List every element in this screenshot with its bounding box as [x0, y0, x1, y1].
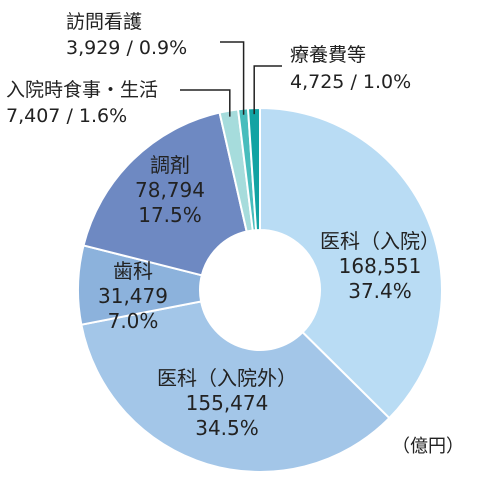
leader-line-shokuji — [180, 89, 231, 117]
label-iryo-gairai-percent: 34.5% — [195, 416, 259, 440]
label-shokuji-value: 7,407 — [6, 105, 60, 127]
label-shokuji-name: 入院時食事・生活 — [6, 79, 158, 101]
label-shokuji-sep: / — [60, 105, 78, 127]
slice-1 — [80, 300, 391, 473]
label-ryoyohi-sep: / — [344, 71, 362, 93]
label-ryoyohi-value: 4,725 — [290, 71, 344, 93]
leader-line-ryoyohi — [253, 65, 282, 115]
label-iryo-gairai-value: 155,474 — [186, 391, 269, 415]
label-shika-value: 31,479 — [98, 284, 168, 308]
label-homon-value-percent: 3,929 / 0.9% — [66, 37, 187, 59]
label-ryoyohi-name: 療養費等 — [290, 44, 366, 66]
label-shokuji-percent: 1.6% — [79, 105, 127, 127]
leader-line-homon — [220, 41, 245, 115]
label-chozai-percent: 17.5% — [138, 203, 202, 227]
label-shika-percent: 7.0% — [108, 309, 159, 333]
slice-3 — [82, 111, 248, 277]
label-iryo-nyuin-name: 医科（入院） — [320, 229, 440, 253]
slice-0 — [259, 106, 443, 420]
label-ryoyohi-percent: 1.0% — [363, 71, 411, 93]
leader-lines-group — [180, 41, 282, 117]
label-shokuji-value-percent: 7,407 / 1.6% — [6, 105, 127, 127]
unit-label: （億円） — [392, 436, 464, 457]
label-iryo-nyuin-percent: 37.4% — [348, 279, 412, 303]
slices-group — [77, 106, 443, 473]
label-shika-name: 歯科 — [113, 259, 153, 283]
label-homon-sep: / — [120, 37, 138, 59]
label-ryoyohi-value-percent: 4,725 / 1.0% — [290, 71, 411, 93]
label-iryo-gairai-name: 医科（入院外） — [157, 366, 297, 390]
label-homon-value: 3,929 — [66, 37, 120, 59]
label-chozai-value: 78,794 — [135, 178, 205, 202]
label-chozai-name: 調剤 — [150, 153, 190, 177]
label-iryo-nyuin-value: 168,551 — [339, 254, 422, 278]
label-homon-name: 訪問看護 — [66, 11, 142, 33]
slice-6 — [246, 106, 261, 232]
label-homon-percent: 0.9% — [139, 37, 187, 59]
